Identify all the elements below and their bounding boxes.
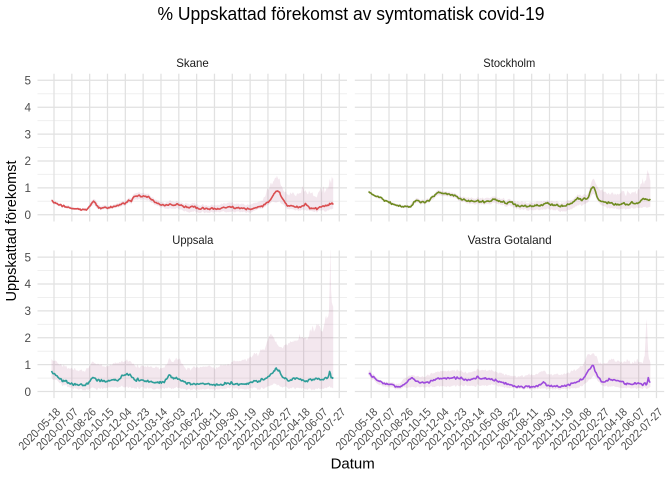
svg-text:Datum: Datum [331,456,375,473]
svg-text:Stockholm: Stockholm [483,57,535,70]
svg-text:3: 3 [24,128,31,141]
svg-text:Uppsala: Uppsala [172,234,213,247]
svg-text:2: 2 [24,155,31,168]
svg-text:2: 2 [24,332,31,345]
svg-text:4: 4 [24,278,31,291]
svg-text:% Uppskattad förekomst av symt: % Uppskattad förekomst av symtomatisk co… [158,4,545,24]
svg-text:Vastra Gotaland: Vastra Gotaland [468,234,552,247]
svg-text:5: 5 [24,251,31,264]
svg-text:0: 0 [24,209,31,222]
svg-text:0: 0 [24,386,31,399]
svg-text:5: 5 [24,75,31,88]
svg-text:Uppskattad förekomst: Uppskattad förekomst [3,160,20,302]
svg-text:Skane: Skane [176,57,209,70]
svg-text:3: 3 [24,305,31,318]
svg-text:1: 1 [24,182,31,195]
svg-text:4: 4 [24,101,31,114]
svg-text:1: 1 [24,359,31,372]
